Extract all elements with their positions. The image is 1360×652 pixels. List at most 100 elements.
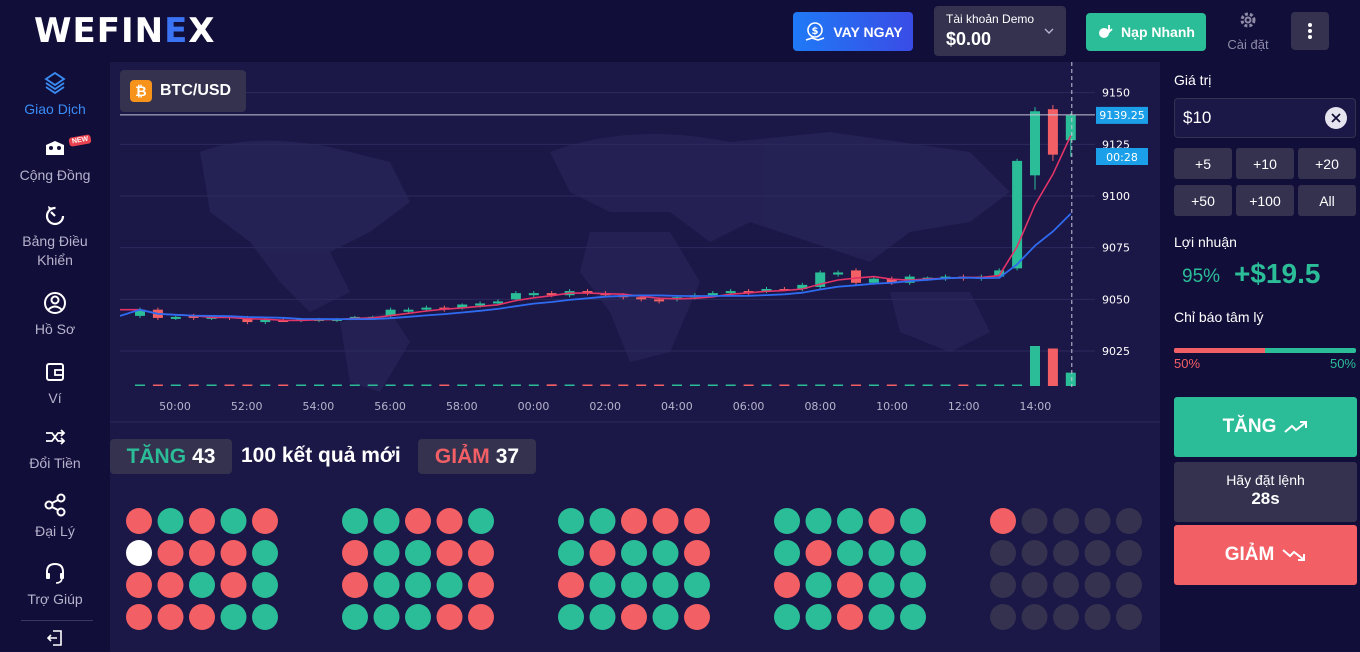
volume-bar	[582, 384, 593, 386]
more-menu-button[interactable]	[1291, 12, 1329, 50]
quick-add-10-button[interactable]: +10	[1236, 148, 1294, 179]
result-dot	[900, 572, 926, 598]
result-dot	[126, 508, 152, 534]
chart-panel[interactable]: 9150 9125 9100 9075 9050 9025 50:00 52:00 54:00…	[110, 62, 1160, 424]
result-dot	[1116, 540, 1142, 566]
quick-add-50-button[interactable]: +50	[1174, 185, 1232, 216]
result-dot	[373, 604, 400, 630]
profit-percent: 95%	[1182, 266, 1221, 287]
result-dot	[868, 572, 895, 598]
result-dot	[189, 508, 215, 534]
candle-body	[654, 299, 665, 302]
candle-body	[493, 301, 503, 304]
result-dot	[468, 508, 494, 534]
candle-body	[1030, 111, 1040, 176]
sidebar-item-label: Giao Dịch	[24, 101, 86, 117]
candle-body	[1012, 160, 1023, 269]
sidebar: Giao Dịch NEW Cộng Đồng Bảng Điều Khiển …	[5, 62, 105, 652]
sidebar-item-bang-dieu-khien[interactable]: Bảng Điều Khiển	[5, 202, 105, 270]
volume-bar	[672, 384, 682, 386]
result-dot	[1021, 604, 1048, 630]
candle	[1047, 105, 1058, 161]
new-badge: NEW	[68, 134, 92, 147]
community-icon	[46, 141, 64, 155]
sidebar-item-ho-so[interactable]: Hồ Sơ	[5, 290, 105, 339]
sidebar-item-vi[interactable]: Ví	[5, 359, 105, 408]
result-dot	[252, 540, 278, 566]
quick-all-button[interactable]: All	[1298, 185, 1356, 216]
candle-body	[188, 315, 199, 318]
tang-count-label: TĂNG	[126, 444, 187, 468]
result-dot	[189, 572, 215, 598]
nap-nhanh-button[interactable]: Nạp Nhanh	[1086, 13, 1206, 51]
amount-input[interactable]	[1183, 108, 1303, 128]
sidebar-item-doi-tien[interactable]: Đổi Tiền	[5, 424, 105, 473]
candle-body	[260, 320, 271, 323]
logout-icon[interactable]	[45, 628, 65, 648]
result-dot	[868, 508, 895, 534]
amount-field[interactable]	[1174, 98, 1356, 138]
result-dot	[1021, 572, 1048, 598]
candle-body	[135, 309, 145, 316]
volume-bar	[761, 384, 772, 386]
time-tick-label: 12:00	[948, 400, 980, 413]
clear-amount-button[interactable]	[1325, 107, 1347, 129]
sidebar-item-giao-dich[interactable]: Giao Dịch	[5, 70, 105, 119]
volume-bar	[797, 384, 808, 386]
result-dot	[1053, 540, 1079, 566]
result-dot	[990, 508, 1016, 534]
sidebar-item-tro-giup[interactable]: Trợ Giúp	[5, 560, 105, 609]
account-selector[interactable]: Tài khoản Demo $0.00	[934, 6, 1066, 56]
time-tick-label: 54:00	[303, 400, 335, 413]
result-dot	[157, 604, 184, 630]
settings-button[interactable]: Cài đặt	[1222, 10, 1274, 54]
candle	[1012, 158, 1023, 271]
volume-bar	[528, 384, 539, 386]
quick-add-100-button[interactable]: +100	[1236, 185, 1294, 216]
exchange-icon	[46, 429, 66, 445]
result-dot	[990, 540, 1016, 566]
svg-text:$: $	[812, 26, 819, 37]
sidebar-item-dai-ly[interactable]: Đại Lý	[5, 492, 105, 541]
quick-add-20-button[interactable]: +20	[1298, 148, 1356, 179]
giam-count-chip: GIẢM 37	[418, 439, 536, 474]
time-tick-label: 08:00	[804, 400, 836, 413]
result-dot	[468, 604, 494, 630]
volume-bar	[296, 384, 307, 386]
result-dot	[621, 540, 647, 566]
candle-body	[886, 278, 897, 283]
wefinex-logo[interactable]: WEFINEX	[34, 11, 216, 51]
candle-body	[421, 307, 432, 310]
volume-bar	[152, 384, 163, 386]
time-tick-label: 00:00	[518, 400, 550, 413]
settings-label: Cài đặt	[1227, 37, 1269, 52]
candle-body	[761, 289, 772, 292]
sidebar-item-label: Bảng Điều Khiển	[22, 233, 88, 268]
time-tick-label: 04:00	[661, 400, 693, 413]
candle-body	[833, 272, 844, 275]
volume-bar	[833, 384, 844, 386]
account-type-label: Tài khoản Demo	[946, 12, 1035, 26]
result-dot	[405, 540, 431, 566]
result-dot	[837, 508, 863, 534]
result-dot	[589, 508, 616, 534]
result-dot	[220, 540, 247, 566]
result-dot	[405, 604, 431, 630]
volume-bar	[510, 384, 521, 386]
result-dot	[868, 604, 895, 630]
candle	[833, 270, 844, 277]
volume-bar	[546, 384, 557, 386]
sentiment-sell-pct: 50%	[1174, 356, 1201, 371]
giam-button[interactable]: GIẢM	[1174, 525, 1357, 585]
result-dot	[558, 540, 584, 566]
quick-add-5-button[interactable]: +5	[1174, 148, 1232, 179]
vay-ngay-button[interactable]: $ VAY NGAY	[793, 12, 913, 51]
result-dot	[652, 604, 679, 630]
tang-button[interactable]: TĂNG	[1174, 397, 1357, 457]
volume-bar	[242, 384, 253, 386]
sidebar-item-cong-dong[interactable]: NEW Cộng Đồng	[5, 134, 105, 185]
vay-ngay-label: VAY NGAY	[833, 23, 903, 40]
pair-selector[interactable]: ₿ BTC/USD	[120, 70, 246, 112]
giam-count-label: GIẢM	[434, 444, 490, 468]
